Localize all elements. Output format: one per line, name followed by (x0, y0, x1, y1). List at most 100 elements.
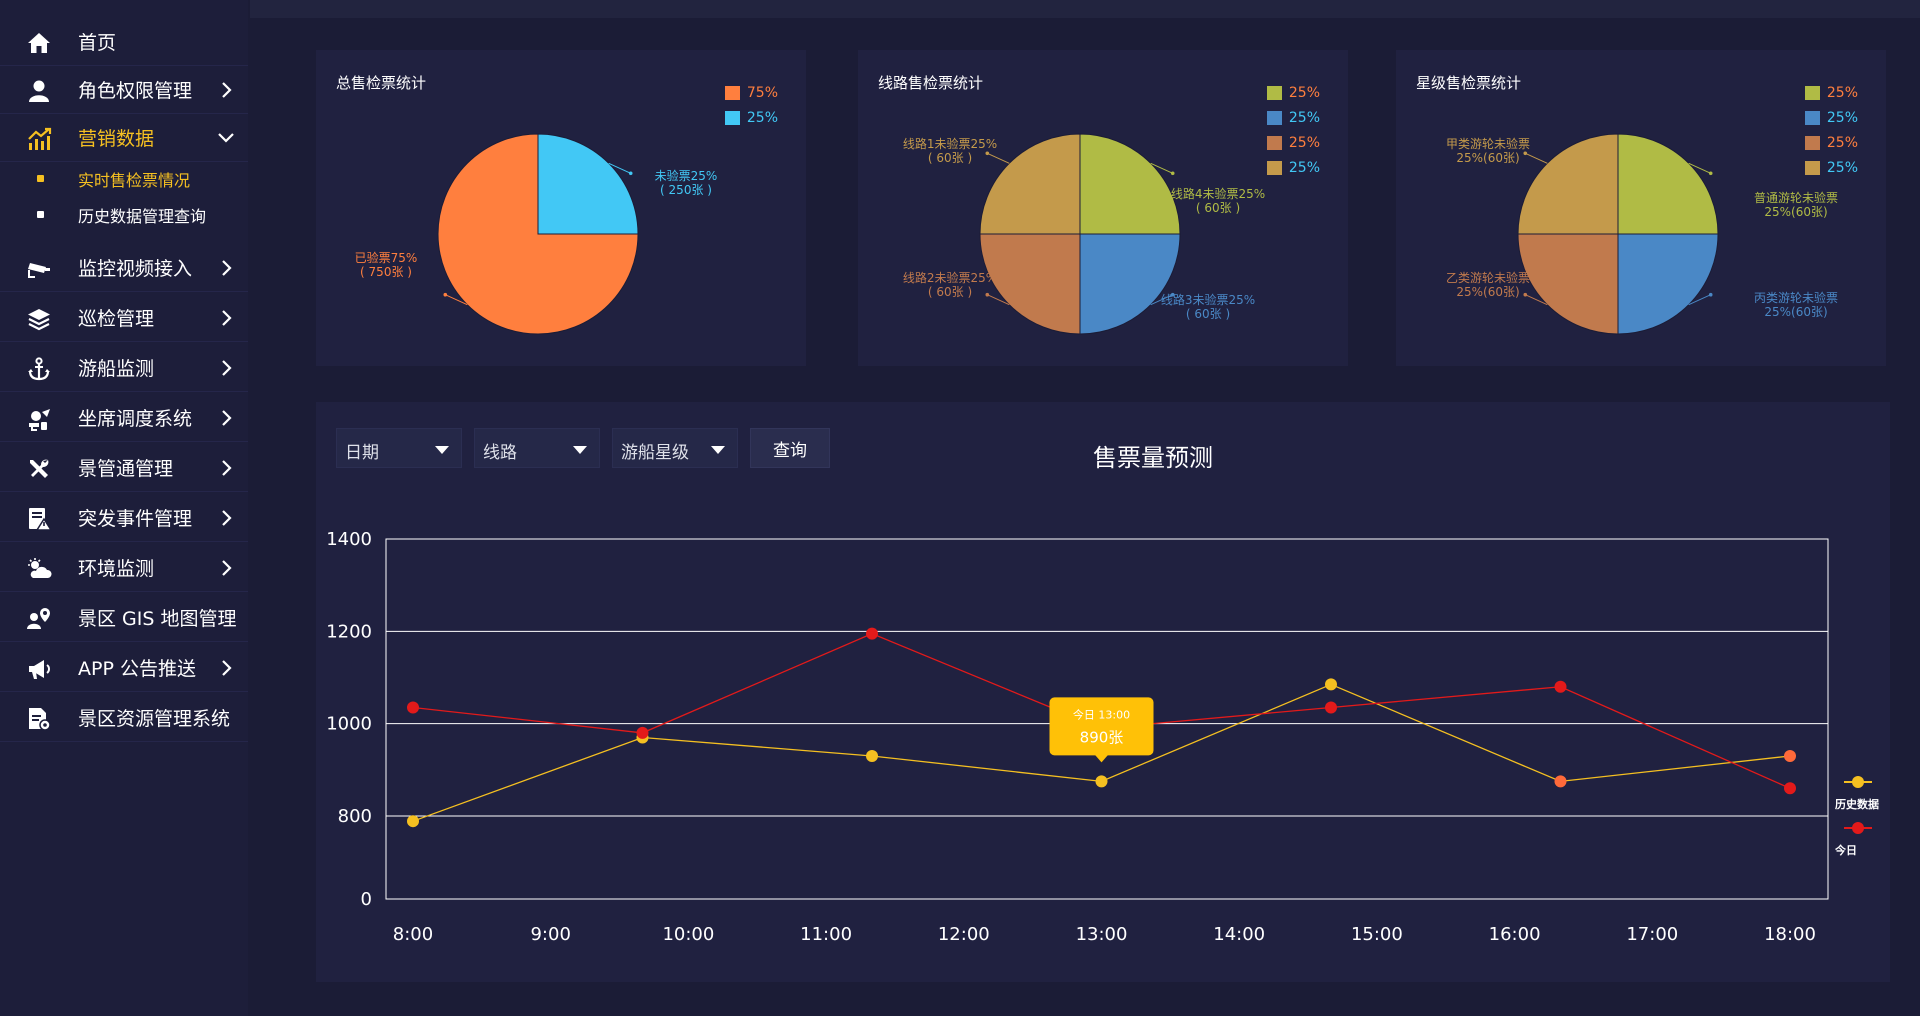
pie-panel-2: 星级售检票统计 25% 25% 25% 25% 普通游轮未验票 25%(60张) 丙类游轮未验… (1396, 50, 1886, 366)
sidebar-item-3[interactable]: 监控视频接入 (0, 244, 248, 292)
legend-label: 今日 (1834, 843, 1857, 857)
pie-panel-0: 总售检票统计 75% 25% 未验票25%( 250张 ) 已验票75%( 750张 ) (316, 50, 806, 366)
pie-slice-label: 25%(60张) (1764, 205, 1827, 219)
pie-chart: 未验票25%( 250张 ) 已验票75%( 750张 ) (355, 133, 718, 335)
sidebar-item-7[interactable]: 景管通管理 (0, 444, 248, 492)
map-pin-user-icon (26, 606, 52, 632)
date-select[interactable]: 日期 (336, 428, 462, 468)
legend-entry[interactable]: 25% (1804, 155, 1858, 180)
star-level-select[interactable]: 游船星级 (612, 428, 738, 468)
series-point[interactable] (407, 815, 419, 828)
pie-slice-label: 25%(60张) (1456, 151, 1519, 165)
pie-slice-label: ( 250张 ) (660, 183, 712, 197)
legend-swatch (1804, 85, 1820, 100)
y-tick-label: 1200 (326, 621, 372, 642)
y-tick-label: 1000 (326, 714, 372, 735)
pie-slice-label: 普通游轮未验票 (1754, 190, 1838, 205)
pie-label-leader-dot (1170, 292, 1175, 297)
legend-swatch (1804, 110, 1820, 125)
sidebar-item-2[interactable]: 营销数据 (0, 114, 248, 162)
sidebar-item-10[interactable]: 景区 GIS 地图管理 (0, 594, 248, 642)
sidebar-item-6[interactable]: 坐席调度系统 (0, 394, 248, 442)
legend-swatch (1266, 85, 1282, 100)
chevron-right-icon (216, 558, 236, 578)
pie-panel-title: 总售检票统计 (336, 74, 427, 92)
series-point[interactable] (1095, 775, 1108, 788)
legend-entry[interactable]: 25% (1266, 130, 1320, 155)
pie-slice-label: 未验票25% (655, 168, 718, 183)
sidebar-subitem-0[interactable]: 实时售检票情况 (0, 160, 248, 196)
legend-marker[interactable] (1852, 776, 1864, 788)
anchor-icon (26, 356, 52, 382)
pie-label-leader-dot (1523, 151, 1528, 156)
pie-slice[interactable] (979, 233, 1081, 335)
legend-percent: 25% (1826, 159, 1858, 176)
legend-entry[interactable]: 25% (1804, 105, 1858, 130)
legend-swatch (1266, 160, 1282, 175)
pie-slice-label: 25%(60张) (1764, 305, 1827, 319)
sidebar-item-label: 突发事件管理 (78, 508, 193, 530)
series-point[interactable] (866, 627, 878, 640)
pie-label-leader (608, 162, 631, 174)
pie-slice[interactable] (1517, 233, 1619, 335)
chevron-right-icon (216, 408, 236, 428)
chevron-right-icon (216, 308, 236, 328)
series-point[interactable] (1325, 701, 1337, 714)
sidebar-item-12[interactable]: 景区资源管理系统 (0, 694, 248, 742)
pie-chart: 普通游轮未验票25%(60张)丙类游轮未验票25%(60张)乙类游轮未验票25%… (1446, 133, 1838, 335)
caret-down-icon (711, 446, 725, 454)
sidebar-item-0[interactable]: 首页 (0, 18, 248, 66)
legend-swatch (1266, 135, 1282, 150)
series-point[interactable] (407, 701, 419, 714)
series-point[interactable] (1554, 680, 1567, 693)
bullet-icon (37, 175, 44, 182)
sidebar-item-4[interactable]: 巡检管理 (0, 294, 248, 342)
chevron-right-icon (216, 358, 236, 378)
legend-entry[interactable]: 25% (724, 105, 778, 130)
sales-forecast-panel: 日期 线路 游船星级 查询 售票量预测 0 800 1000 1200 1400 8:00… (316, 402, 1890, 982)
pie-slice[interactable] (437, 133, 639, 335)
legend-entry[interactable]: 25% (1266, 105, 1320, 130)
sidebar-item-5[interactable]: 游船监测 (0, 344, 248, 392)
query-button[interactable]: 查询 (750, 428, 830, 468)
sidebar-item-label: 景管通管理 (78, 458, 174, 480)
series-point[interactable] (1784, 782, 1796, 795)
legend-swatch (724, 110, 740, 125)
chevron-right-icon (216, 80, 236, 100)
legend-entry[interactable]: 25% (1266, 80, 1320, 105)
pie-slice[interactable] (537, 133, 639, 235)
sidebar-item-label: 景区 GIS 地图管理 (78, 608, 237, 630)
sidebar-item-9[interactable]: 环境监测 (0, 544, 248, 592)
pie-slice[interactable] (1617, 133, 1719, 235)
pie-slice[interactable] (979, 133, 1081, 235)
series-point[interactable] (1784, 749, 1796, 762)
sidebar: 首页角色权限管理 营销数据监控视频接入巡检管理游船监测 坐席调度系统景管通管理突发事… (0, 0, 248, 1016)
pie-slice[interactable] (1617, 233, 1719, 335)
x-tick-label: 11:00 (800, 924, 852, 945)
legend-entry[interactable]: 25% (1804, 80, 1858, 105)
pie-slice-label: 25%(60张) (1456, 285, 1519, 299)
sidebar-item-8[interactable]: 突发事件管理 (0, 494, 248, 542)
series-point[interactable] (1554, 775, 1567, 788)
legend-entry[interactable]: 75% (724, 80, 778, 105)
home-icon (26, 30, 52, 56)
sidebar-subitem-label: 历史数据管理查询 (78, 207, 207, 226)
series-point[interactable] (1325, 678, 1337, 691)
pie-slice[interactable] (1517, 133, 1619, 235)
series-point[interactable] (866, 749, 878, 762)
sidebar-item-1[interactable]: 角色权限管理 (0, 66, 248, 114)
cctv-camera-icon (26, 256, 52, 282)
series-point[interactable] (636, 726, 649, 739)
legend-marker[interactable] (1852, 822, 1864, 834)
sidebar-item-label: 巡检管理 (78, 308, 155, 330)
pie-label-leader-dot (443, 292, 448, 297)
sidebar-subitem-1[interactable]: 历史数据管理查询 (0, 196, 248, 232)
sidebar-item-11[interactable]: APP 公告推送 (0, 644, 248, 692)
pie-slice[interactable] (1079, 233, 1181, 335)
route-select[interactable]: 线路 (474, 428, 600, 468)
legend-entry[interactable]: 25% (1804, 130, 1858, 155)
sidebar-item-label: 景区资源管理系统 (78, 708, 231, 730)
legend-entry[interactable]: 25% (1266, 155, 1320, 180)
sidebar-item-label: 首页 (78, 32, 117, 54)
pie-slice[interactable] (1079, 133, 1181, 235)
